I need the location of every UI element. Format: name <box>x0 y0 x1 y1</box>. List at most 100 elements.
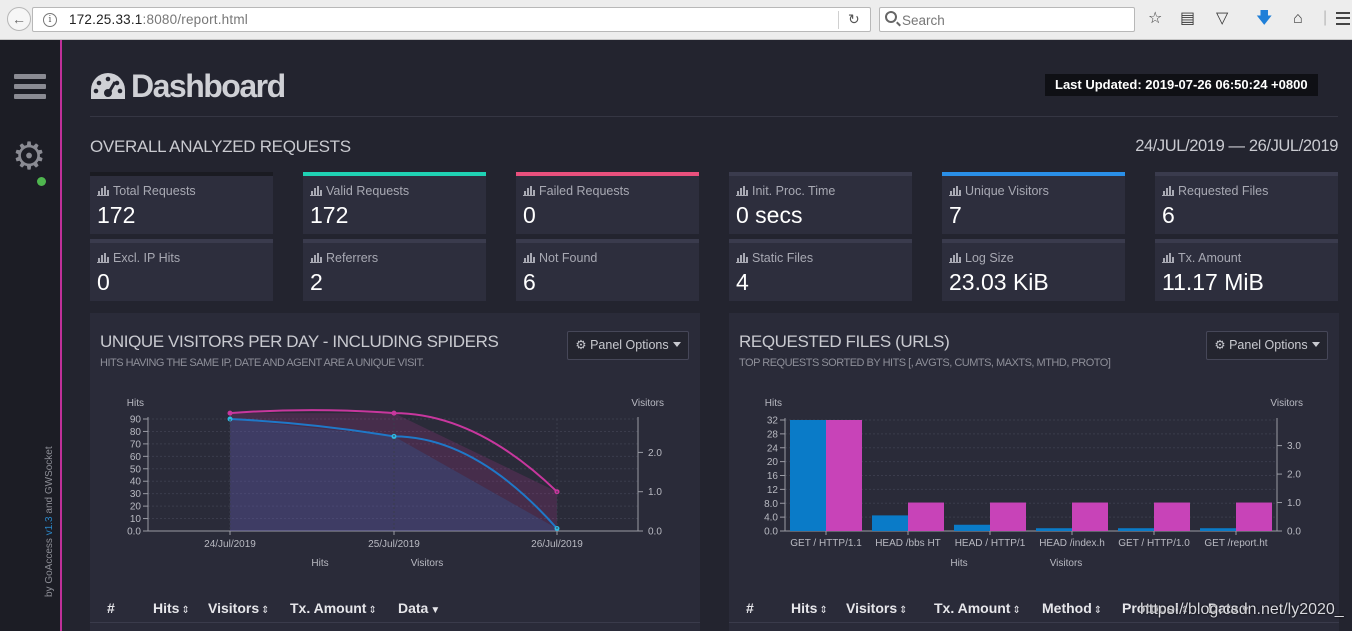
bar-chart-icon <box>523 186 535 196</box>
column-header-visitors[interactable]: Visitors ⇕ <box>208 600 270 616</box>
stat-card: Referrers 2 <box>303 239 486 301</box>
reading-list-icon[interactable]: ▤ <box>1180 10 1196 27</box>
y2-tick-label: 2.0 <box>648 448 662 459</box>
stat-card-label-text: Valid Requests <box>326 184 410 198</box>
y-tick-label: 40 <box>130 477 142 488</box>
search-bar[interactable] <box>879 7 1135 32</box>
y-tick-label: 32 <box>767 416 779 427</box>
bar-chart-icon <box>523 253 535 263</box>
stat-card-label: Total Requests <box>97 184 196 198</box>
bar-chart-icon <box>310 253 322 263</box>
stat-card-value: 6 <box>523 269 536 295</box>
gear-icon[interactable]: ⚙ <box>12 134 47 178</box>
bar-chart-icon <box>736 186 748 196</box>
sort-icon: ⇕ <box>1093 605 1103 616</box>
gear-icon: ⚙ <box>575 338 587 352</box>
column-header-label: Visitors <box>846 600 898 616</box>
stat-card-value: 0 <box>97 269 110 295</box>
browser-menu-icon[interactable] <box>1336 12 1350 25</box>
column-header-data[interactable]: Data ▼ <box>398 600 440 616</box>
bar-visitors <box>990 502 1026 531</box>
column-header-data[interactable]: Data ▼ <box>1208 600 1250 616</box>
toolbar-divider: | <box>1323 9 1328 26</box>
stat-card-label-text: Log Size <box>965 251 1014 265</box>
credit-suffix: and GWSocket <box>44 446 55 517</box>
download-icon[interactable]: 🡇 <box>1256 10 1273 27</box>
stat-card: Requested Files 6 <box>1155 172 1338 234</box>
bookmark-star-icon[interactable]: ☆ <box>1148 10 1163 27</box>
visitors-panel-options-button[interactable]: ⚙ Panel Options <box>567 331 689 360</box>
column-header-protocol[interactable]: Protocol ⇕ <box>1122 600 1189 616</box>
y-tick-label: 0.0 <box>764 527 778 538</box>
browser-toolbar: ← i 172.25.33.1:8080/report.html ↻ ☆ ▤ ▽… <box>0 0 1352 40</box>
column-header-method[interactable]: Method ⇕ <box>1042 600 1102 616</box>
x-tick-label: 26/Jul/2019 <box>531 539 583 550</box>
caret-down-icon <box>672 342 681 347</box>
bar-visitors <box>1154 502 1190 531</box>
back-button[interactable]: ← <box>7 7 31 31</box>
stat-card: Init. Proc. Time 0 secs <box>729 172 912 234</box>
column-header-visitors[interactable]: Visitors ⇕ <box>846 600 908 616</box>
search-icon <box>885 11 897 23</box>
y-tick-label: 12 <box>767 485 779 496</box>
column-header-label: # <box>107 600 115 616</box>
x-tick-label: HEAD /index.h <box>1039 538 1105 549</box>
info-icon[interactable]: i <box>43 13 57 27</box>
column-header-hits[interactable]: Hits ⇕ <box>791 600 828 616</box>
url-text[interactable]: 172.25.33.1:8080/report.html <box>69 12 248 27</box>
stat-card: Unique Visitors 7 <box>942 172 1125 234</box>
stat-card-label: Requested Files <box>1162 184 1268 198</box>
last-updated-badge: Last Updated: 2019-07-26 06:50:24 +0800 <box>1045 74 1318 96</box>
requests-panel: REQUESTED FILES (URLS) TOP REQUESTS SORT… <box>729 313 1339 631</box>
stat-card-value: 172 <box>310 202 349 228</box>
credit-version[interactable]: v1.3 <box>44 516 55 536</box>
visitors-panel: UNIQUE VISITORS PER DAY - INCLUDING SPID… <box>90 313 700 631</box>
websocket-status-dot <box>37 177 46 186</box>
date-range: 24/JUL/2019 — 26/JUL/2019 <box>1135 137 1338 155</box>
bar-chart-icon <box>736 253 748 263</box>
sort-desc-icon: ▼ <box>430 605 441 616</box>
column-header-hits[interactable]: Hits ⇕ <box>153 600 190 616</box>
column-header-label: Method <box>1042 600 1092 616</box>
y-tick-label: 28 <box>767 429 779 440</box>
column-header-label: Tx. Amount <box>934 600 1011 616</box>
column-header-tx-amount[interactable]: Tx. Amount ⇕ <box>290 600 377 616</box>
stat-card-value: 6 <box>1162 202 1175 228</box>
bar-hits <box>790 420 826 531</box>
caret-down-icon <box>1311 342 1320 347</box>
sort-icon: ⇕ <box>368 605 377 616</box>
stat-card-label-text: Unique Visitors <box>965 184 1049 198</box>
requests-panel-options-button[interactable]: ⚙ Panel Options <box>1206 331 1328 360</box>
stat-card: Failed Requests 0 <box>516 172 699 234</box>
home-icon[interactable]: ⌂ <box>1293 10 1303 27</box>
url-separator <box>838 11 839 29</box>
y-tick-label: 70 <box>130 439 142 450</box>
y-tick-label: 16 <box>767 471 779 482</box>
pocket-icon[interactable]: ▽ <box>1216 10 1229 27</box>
hamburger-menu-icon[interactable] <box>14 74 46 100</box>
reload-icon[interactable]: ↻ <box>848 11 860 27</box>
bar-chart-icon <box>97 186 109 196</box>
stat-card: Log Size 23.03 KiB <box>942 239 1125 301</box>
stat-card-label-text: Init. Proc. Time <box>752 184 836 198</box>
stat-card: Valid Requests 172 <box>303 172 486 234</box>
column-header-tx-amount[interactable]: Tx. Amount ⇕ <box>934 600 1021 616</box>
legend-visitors: Visitors <box>411 558 444 569</box>
legend-hits: Hits <box>950 558 967 569</box>
x-tick-label: HEAD /bbs HT <box>875 538 941 549</box>
bar-chart-icon <box>97 253 109 263</box>
stat-card-label-text: Not Found <box>539 251 598 265</box>
credit-prefix: by GoAccess <box>44 535 55 597</box>
y-tick-label: 8.0 <box>764 499 778 510</box>
column-header-index[interactable]: # <box>107 600 115 616</box>
search-input[interactable] <box>902 10 1130 30</box>
stat-card-label: Unique Visitors <box>949 184 1049 198</box>
bar-hits <box>872 515 908 531</box>
column-header-index[interactable]: # <box>746 600 754 616</box>
address-bar[interactable]: i 172.25.33.1:8080/report.html ↻ <box>32 7 871 32</box>
y-tick-label: 0.0 <box>127 527 141 538</box>
stat-card-label: Not Found <box>523 251 597 265</box>
y-tick-label: 80 <box>130 427 142 438</box>
y-tick-label: 90 <box>130 415 142 426</box>
